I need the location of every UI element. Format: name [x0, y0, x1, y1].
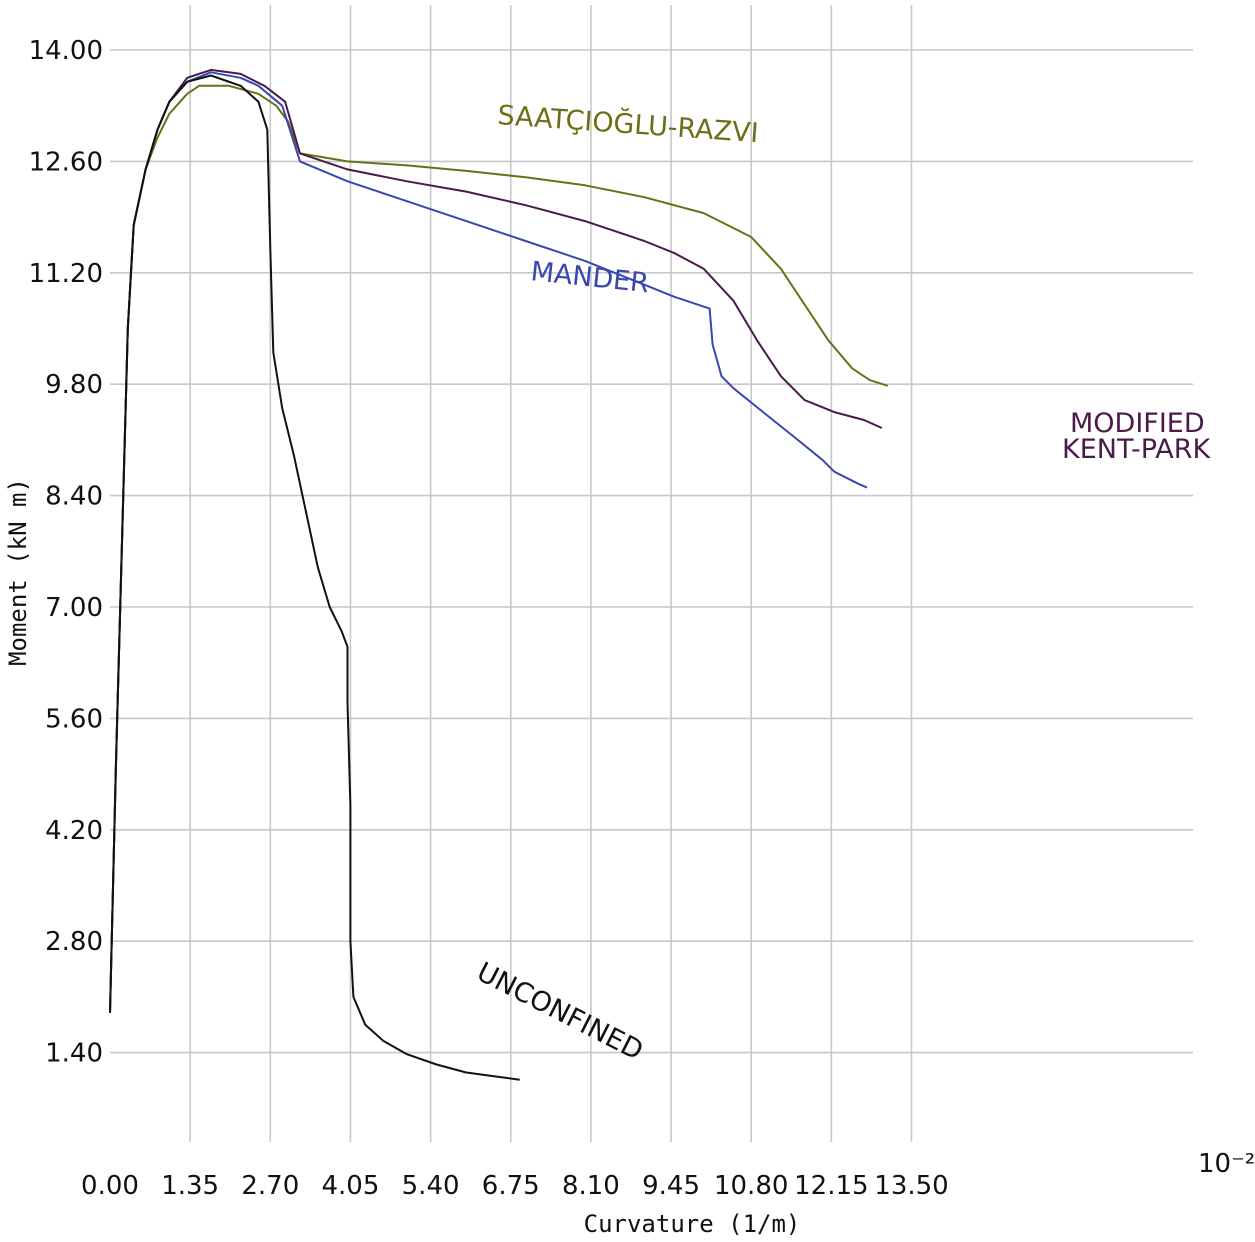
x-tick-label: 10.80 — [714, 1171, 788, 1201]
x-tick-label: 2.70 — [241, 1171, 299, 1201]
grid — [110, 5, 1193, 1142]
y-tick-label: 1.40 — [45, 1039, 103, 1069]
y-tick-label: 11.20 — [29, 259, 103, 289]
y-tick-labels: 1.40 2.80 4.20 5.60 7.00 8.40 9.80 11.20 12.60 14… — [29, 36, 103, 1069]
curve-label: SAATÇIOĞLU-RAZVI — [497, 99, 760, 149]
x-tick-label: 6.75 — [482, 1171, 540, 1201]
series-line-mander — [109, 71, 868, 1013]
x-tick-label: 5.40 — [402, 1171, 460, 1201]
y-tick-label: 5.60 — [45, 704, 103, 734]
series-line-unconfined — [109, 74, 520, 1081]
x-tick-label: 9.45 — [642, 1171, 700, 1201]
series-line-saat-io-lu-razvi — [109, 84, 889, 1013]
y-tick-label: 9.80 — [45, 370, 103, 400]
curve-label: MANDER — [529, 256, 650, 299]
y-tick-label: 12.60 — [29, 147, 103, 177]
curve-label: UNCONFINED — [472, 957, 648, 1067]
y-axis-title: Moment (kN m) — [4, 478, 32, 666]
curve-label: KENT-PARK — [1062, 434, 1212, 465]
x-tick-label: 1.35 — [161, 1171, 219, 1201]
series-lines — [109, 68, 889, 1081]
x-tick-label: 8.10 — [562, 1171, 620, 1201]
y-tick-label: 8.40 — [45, 482, 103, 512]
x-tick-label: 12.15 — [794, 1171, 868, 1201]
x-axis-title: Curvature (1/m) — [584, 1210, 801, 1238]
series-line-modified-kent-park — [109, 68, 883, 1013]
y-tick-label: 4.20 — [45, 816, 103, 846]
y-tick-label: 14.00 — [29, 36, 103, 66]
x-multiplier: 10⁻² — [1198, 1149, 1255, 1179]
x-tick-label: 4.05 — [322, 1171, 380, 1201]
curve-label: MODIFIED — [1070, 408, 1205, 439]
y-tick-label: 2.80 — [45, 927, 103, 957]
y-tick-label: 7.00 — [45, 593, 103, 623]
x-tick-label: 0.00 — [81, 1171, 139, 1201]
x-tick-label: 13.50 — [874, 1171, 948, 1201]
x-tick-labels: 0.00 1.35 2.70 4.05 5.40 6.75 8.10 9.45 10.80 12.… — [81, 1171, 949, 1201]
